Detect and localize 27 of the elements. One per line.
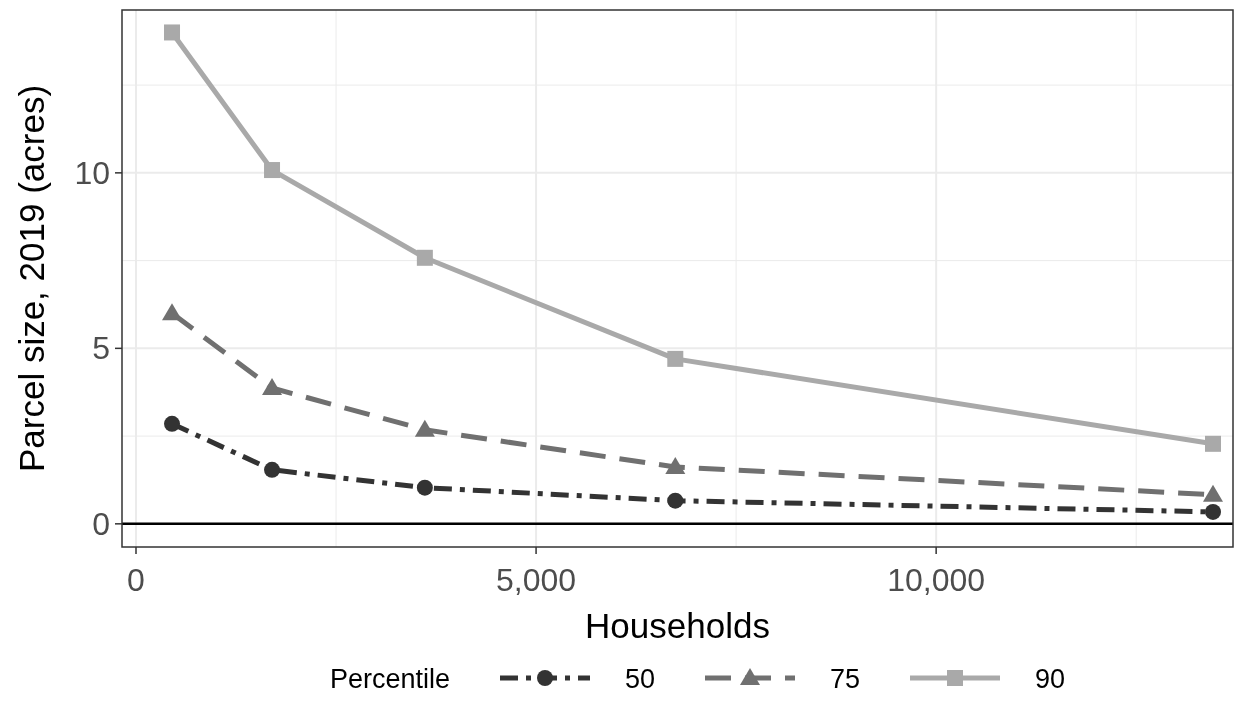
point [264,162,281,179]
point [414,419,435,437]
point [162,303,183,321]
point [665,456,686,474]
point [667,492,684,509]
x-tick-label: 5,000 [496,562,577,598]
point [1205,435,1221,452]
legend-title: Percentile [330,664,451,694]
point [264,461,281,478]
x-axis-title: Households [585,606,770,645]
point [164,24,181,41]
point [262,378,283,396]
y-axis-title: Parcel size, 2019 (acres) [12,84,51,473]
y-tick-label: 5 [92,330,110,367]
point [416,249,433,266]
legend-label: 75 [830,664,861,694]
y-tick-label: 0 [92,505,110,542]
legend-label: 50 [625,664,656,694]
legend-label: 90 [1035,664,1066,694]
point [416,479,433,496]
point [164,415,181,432]
x-tick-label: 10,000 [887,562,986,598]
point [1205,503,1221,520]
point [667,350,684,367]
x-tick-label: 0 [127,562,145,598]
y-tick-label: 10 [74,154,110,191]
point [1203,484,1223,502]
